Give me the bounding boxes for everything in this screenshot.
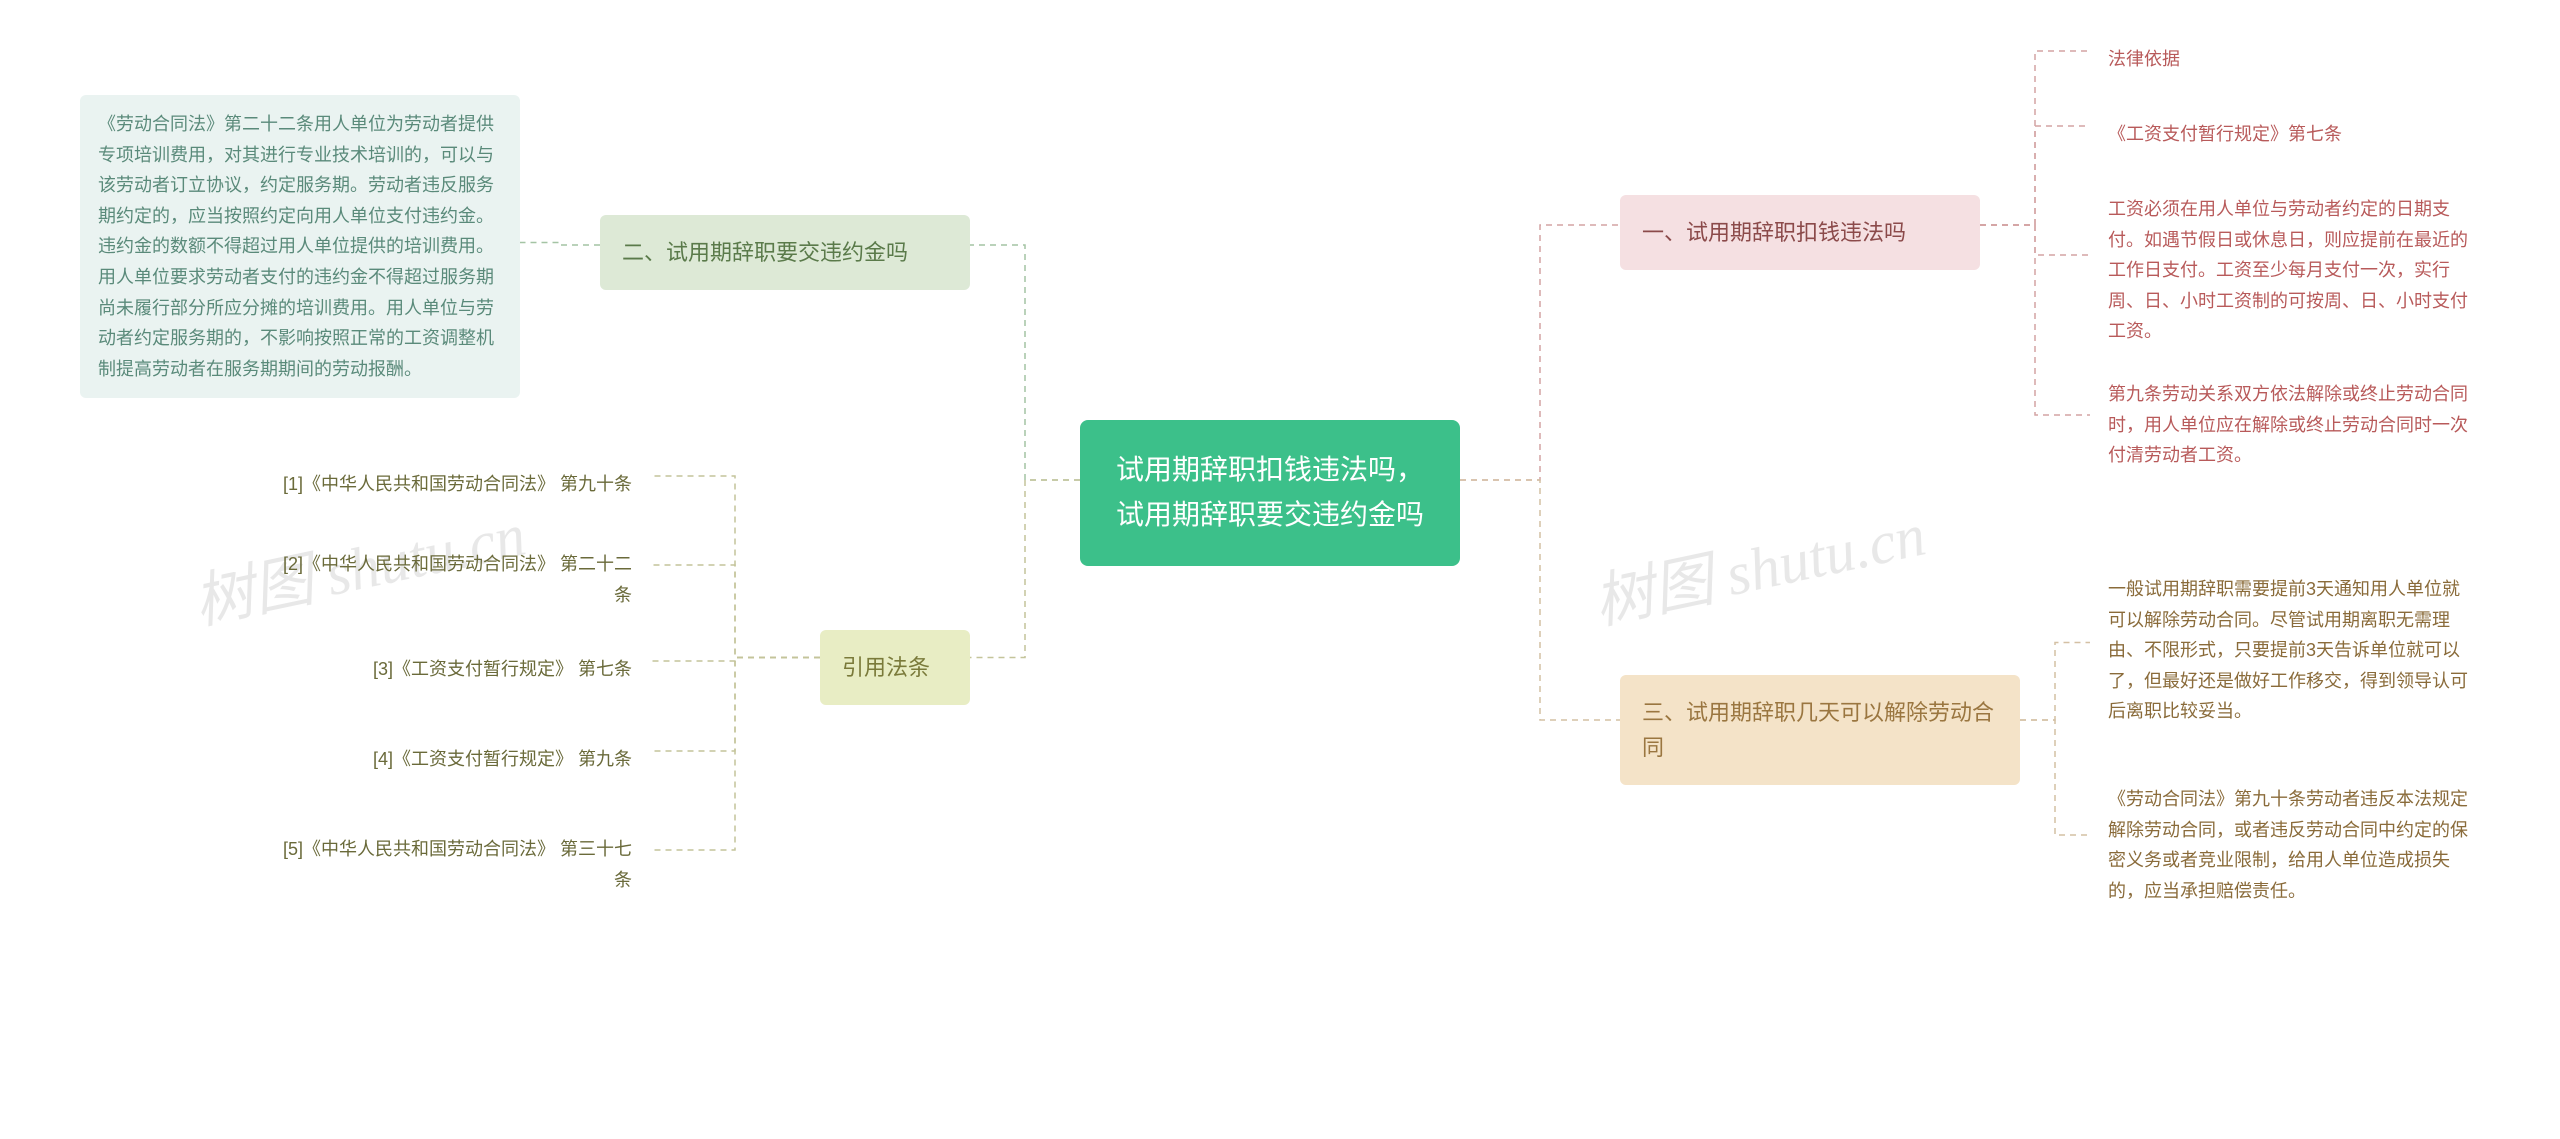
branch-4-leaf-3: [4]《工资支付暂行规定》 第九条 [350, 730, 650, 789]
branch-4-leaf-0: [1]《中华人民共和国劳动合同法》 第九十条 [250, 455, 650, 514]
branch-2: 二、试用期辞职要交违约金吗 [600, 215, 970, 290]
branch-1-leaf-2: 工资必须在用人单位与劳动者约定的日期支付。如遇节假日或休息日，则应提前在最近的工… [2090, 180, 2490, 361]
branch-1-leaf-3: 第九条劳动关系双方依法解除或终止劳动合同时，用人单位应在解除或终止劳动合同时一次… [2090, 365, 2490, 485]
branch-4-leaf-2: [3]《工资支付暂行规定》 第七条 [350, 640, 650, 699]
branch-2-leaf-0: 《劳动合同法》第二十二条用人单位为劳动者提供专项培训费用，对其进行专业技术培训的… [80, 95, 520, 398]
branch-1-leaf-0: 法律依据 [2090, 30, 2210, 89]
branch-4: 引用法条 [820, 630, 970, 705]
branch-1-leaf-1: 《工资支付暂行规定》第七条 [2090, 105, 2390, 164]
branch-4-leaf-4: [5]《中华人民共和国劳动合同法》 第三十七条 [250, 820, 650, 909]
center-node: 试用期辞职扣钱违法吗，试用期辞职要交违约金吗 [1080, 420, 1460, 566]
branch-1: 一、试用期辞职扣钱违法吗 [1620, 195, 1980, 270]
branch-3: 三、试用期辞职几天可以解除劳动合同 [1620, 675, 2020, 785]
branch-3-leaf-1: 《劳动合同法》第九十条劳动者违反本法规定解除劳动合同，或者违反劳动合同中约定的保… [2090, 770, 2490, 920]
branch-4-leaf-1: [2]《中华人民共和国劳动合同法》 第二十二条 [250, 535, 650, 624]
watermark: 树图 shutu.cn [1585, 486, 1932, 641]
branch-3-leaf-0: 一般试用期辞职需要提前3天通知用人单位就可以解除劳动合同。尽管试用期离职无需理由… [2090, 560, 2490, 741]
